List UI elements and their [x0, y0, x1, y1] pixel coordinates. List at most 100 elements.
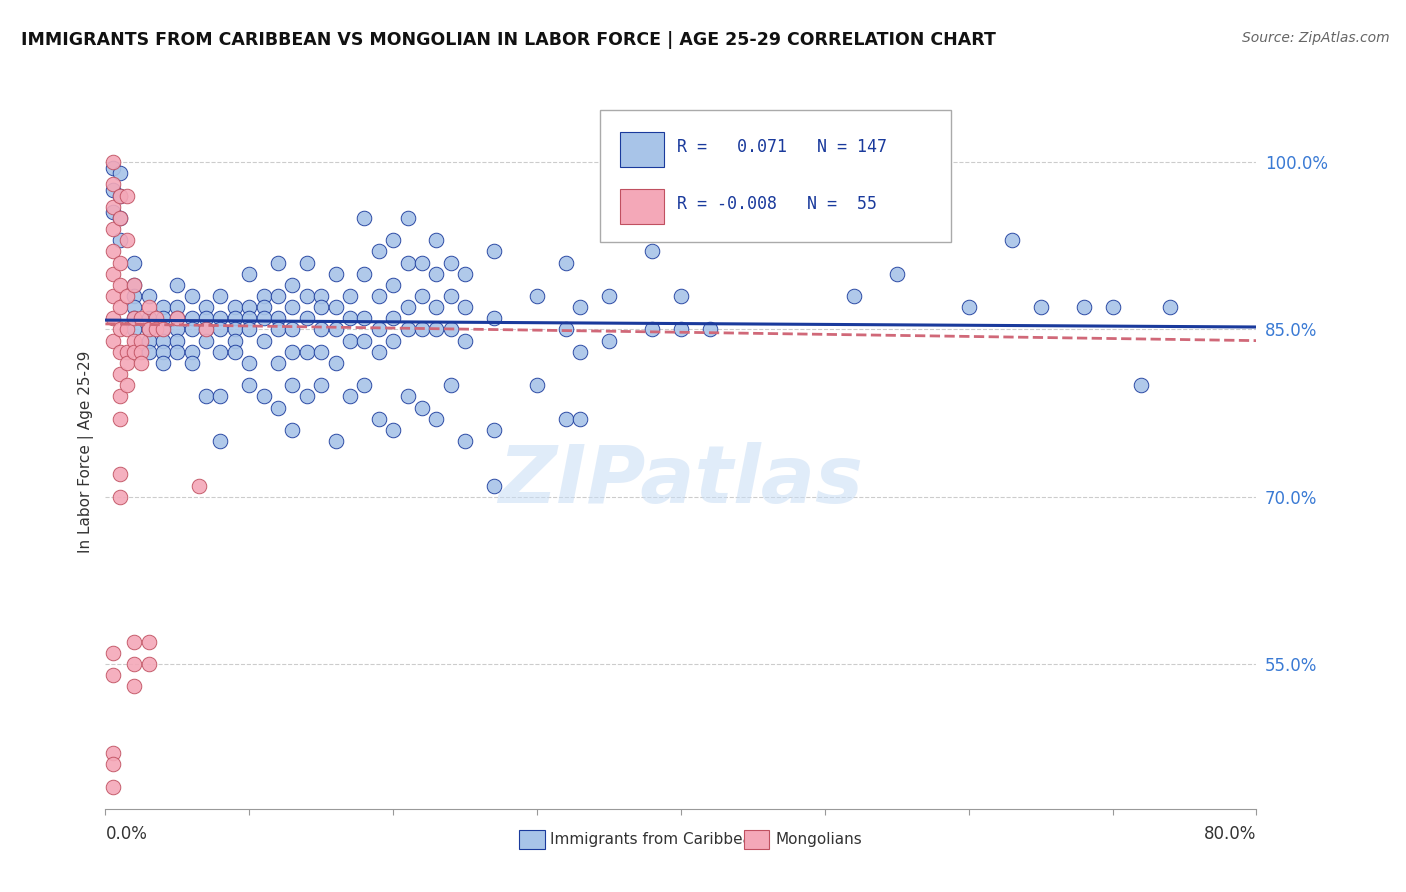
Point	[253, 300, 276, 314]
Point	[353, 378, 375, 392]
Point	[131, 356, 153, 370]
Point	[101, 646, 124, 660]
Point	[699, 322, 721, 336]
Point	[569, 411, 592, 425]
Point	[101, 267, 124, 281]
Text: R =   0.071   N = 147: R = 0.071 N = 147	[678, 138, 887, 156]
Point	[554, 411, 576, 425]
Point	[267, 322, 290, 336]
Point	[195, 300, 218, 314]
Point	[309, 300, 332, 314]
Point	[138, 344, 160, 359]
Point	[339, 334, 361, 348]
Point	[353, 267, 375, 281]
Point	[166, 344, 188, 359]
Point	[526, 289, 548, 303]
Text: 0.0%: 0.0%	[105, 825, 148, 843]
Point	[309, 378, 332, 392]
Point	[482, 423, 505, 437]
Point	[425, 267, 447, 281]
Bar	[620, 132, 664, 167]
Point	[267, 289, 290, 303]
Point	[367, 244, 389, 259]
Point	[152, 356, 174, 370]
Point	[425, 322, 447, 336]
Point	[295, 255, 318, 269]
Point	[101, 746, 124, 760]
Point	[454, 434, 477, 448]
Point	[669, 289, 692, 303]
Point	[131, 334, 153, 348]
Point	[309, 322, 332, 336]
Point	[1073, 300, 1095, 314]
Point	[145, 311, 167, 326]
Point	[382, 233, 405, 247]
Point	[267, 401, 290, 415]
Point	[440, 322, 463, 336]
Point	[122, 311, 145, 326]
Point	[325, 300, 347, 314]
Point	[353, 311, 375, 326]
Point	[454, 267, 477, 281]
Point	[115, 356, 138, 370]
Point	[122, 322, 145, 336]
Point	[108, 188, 131, 202]
Point	[440, 255, 463, 269]
Point	[425, 411, 447, 425]
Point	[569, 344, 592, 359]
Point	[886, 267, 908, 281]
Point	[152, 322, 174, 336]
Y-axis label: In Labor Force | Age 25-29: In Labor Force | Age 25-29	[79, 351, 94, 553]
Point	[281, 344, 304, 359]
Point	[195, 389, 218, 403]
Point	[180, 322, 202, 336]
Point	[440, 289, 463, 303]
Point	[669, 200, 692, 214]
Point	[411, 401, 433, 415]
Point	[101, 311, 124, 326]
Point	[152, 322, 174, 336]
Point	[138, 634, 160, 648]
Point	[108, 300, 131, 314]
Text: R = -0.008   N =  55: R = -0.008 N = 55	[678, 195, 877, 213]
Point	[166, 311, 188, 326]
Point	[115, 188, 138, 202]
Point	[281, 322, 304, 336]
Point	[339, 311, 361, 326]
Point	[396, 255, 419, 269]
Point	[122, 300, 145, 314]
Bar	[620, 189, 664, 224]
Point	[122, 634, 145, 648]
Point	[166, 311, 188, 326]
Point	[598, 289, 620, 303]
Point	[145, 322, 167, 336]
Point	[253, 334, 276, 348]
FancyBboxPatch shape	[600, 110, 952, 242]
Point	[411, 322, 433, 336]
Point	[224, 300, 246, 314]
Point	[101, 757, 124, 772]
Point	[101, 780, 124, 794]
Point	[382, 277, 405, 292]
Point	[295, 289, 318, 303]
Point	[641, 322, 664, 336]
Point	[122, 311, 145, 326]
Point	[440, 378, 463, 392]
Point	[101, 222, 124, 236]
Point	[224, 311, 246, 326]
Point	[253, 389, 276, 403]
Point	[238, 378, 260, 392]
Point	[108, 490, 131, 504]
Point	[122, 657, 145, 671]
Point	[554, 322, 576, 336]
Point	[101, 289, 124, 303]
Point	[180, 356, 202, 370]
Point	[267, 255, 290, 269]
Point	[101, 183, 124, 197]
Point	[253, 289, 276, 303]
Point	[115, 344, 138, 359]
Point	[131, 344, 153, 359]
Point	[325, 322, 347, 336]
Point	[224, 322, 246, 336]
Point	[325, 267, 347, 281]
